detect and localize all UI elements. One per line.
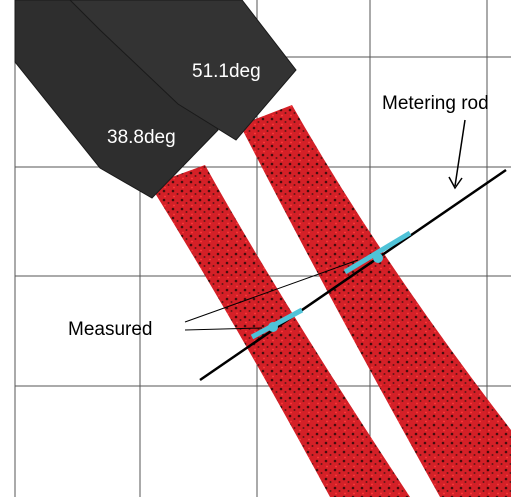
nozzle-label: 51.1deg — [192, 61, 261, 82]
pointer-line — [455, 120, 465, 186]
measure-point — [373, 253, 383, 263]
simulation-figure: 51.1deg 38.8deg Metering rod Measured — [0, 0, 511, 497]
nozzle-label: 38.8deg — [107, 127, 176, 148]
measure-point — [268, 322, 278, 332]
page: {"labels": {"nozzle_right": "51.1deg", "… — [0, 0, 511, 497]
measured-label: Measured — [68, 319, 153, 340]
rod-label: Metering rod — [382, 93, 489, 114]
